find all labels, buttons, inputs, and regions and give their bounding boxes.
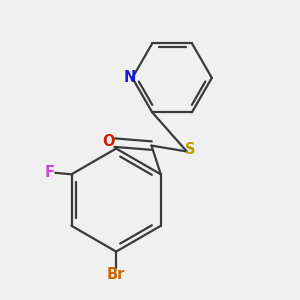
Text: S: S (185, 142, 196, 158)
Text: Br: Br (107, 267, 125, 282)
Text: N: N (124, 70, 136, 85)
Text: F: F (45, 165, 55, 180)
Text: O: O (102, 134, 114, 149)
